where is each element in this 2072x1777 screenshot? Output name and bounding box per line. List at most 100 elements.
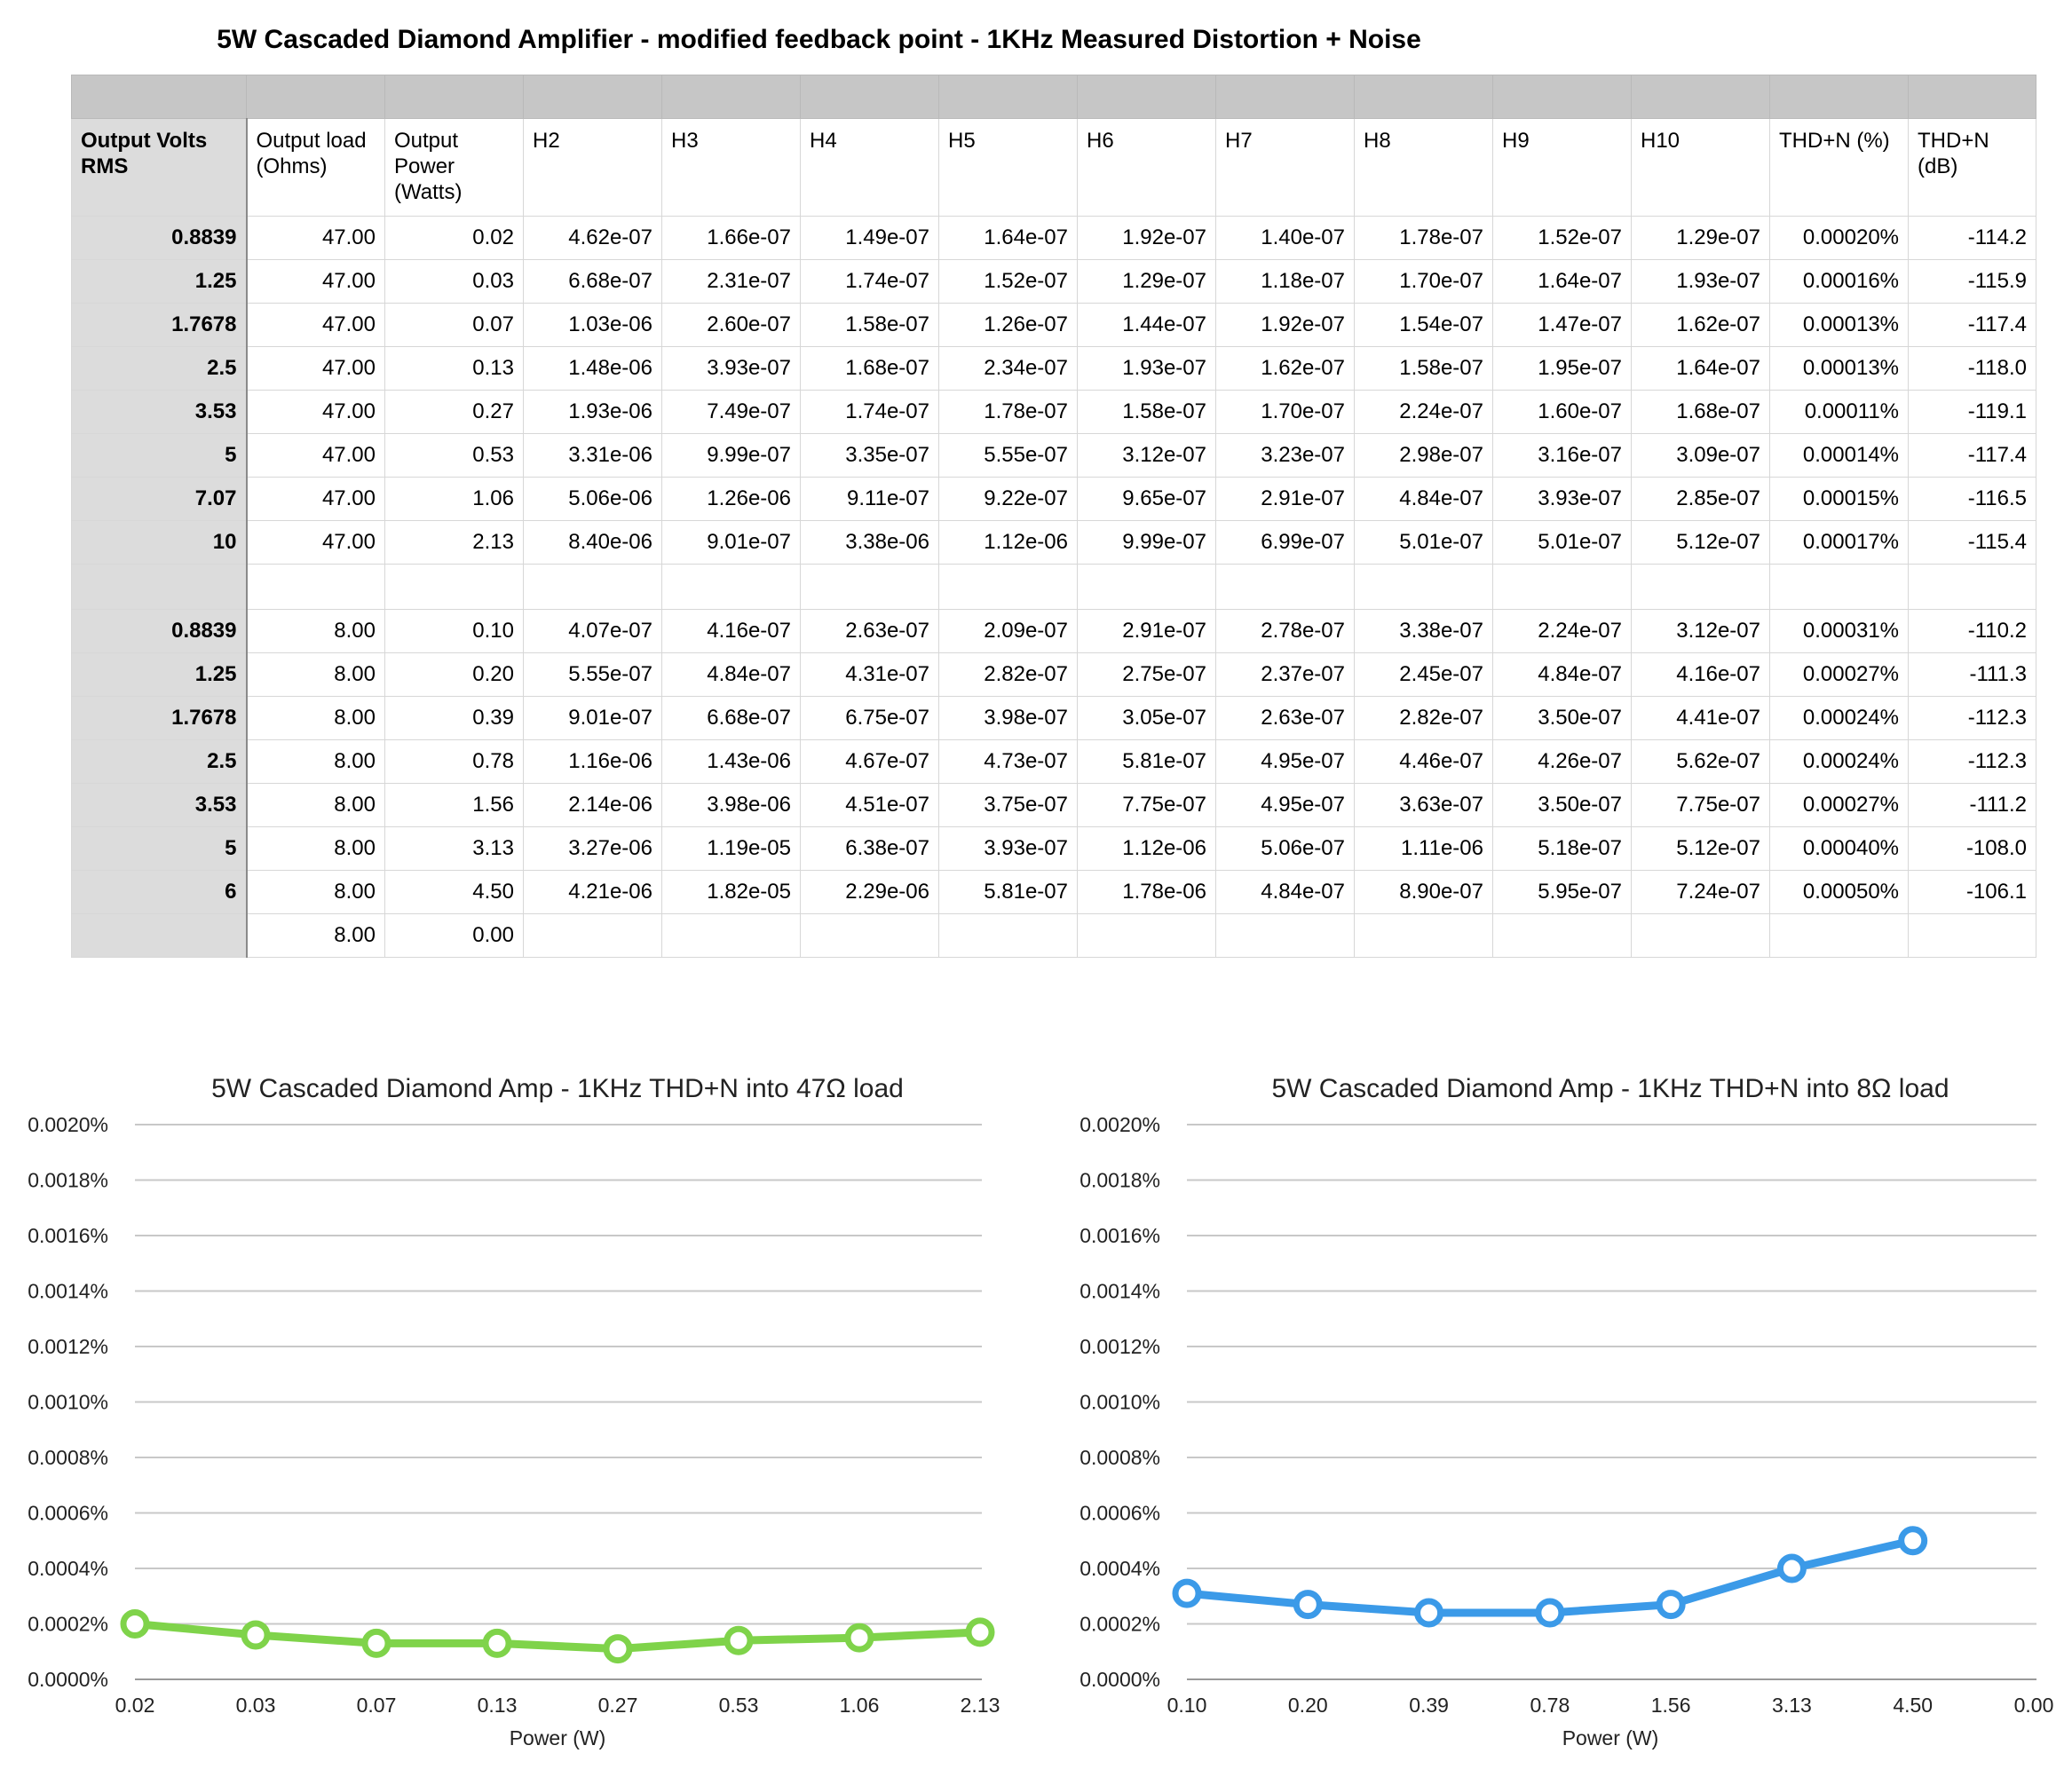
column-header: H5 [938,118,1078,217]
table-row: 6 8.00 4.50 4.21e-06 1.82e-05 2.29e-06 5.81e-0… [71,870,2036,914]
table-cell: 3.09e-07 [1631,433,1770,478]
table-cell: 9.01e-07 [661,520,801,565]
table-cell: 4.41e-07 [1631,696,1770,740]
y-tick-label: 0.0008% [28,1446,108,1469]
table-cell: 1.70e-07 [1354,259,1493,304]
table-cell: 4.84e-07 [1492,652,1632,697]
y-tick-label: 0.0010% [1079,1391,1160,1414]
y-tick-label: 0.0004% [1079,1557,1160,1580]
x-axis-label: Power (W) [510,1726,606,1749]
table-cell: 1.78e-07 [938,390,1078,434]
table-cell: 8.00 [246,870,385,914]
data-point [1535,1598,1565,1628]
band-cell [938,75,1078,119]
table-cell: 0.00016% [1769,259,1909,304]
band-cell [523,75,662,119]
x-tick-label: 1.56 [1651,1694,1691,1717]
column-header: Output load (Ohms) [246,118,385,217]
table-cell: 1.92e-07 [1077,216,1216,260]
table-cell: 3.12e-07 [1631,609,1770,653]
table-cell: 4.50 [384,870,524,914]
table-cell: 0.39 [384,696,524,740]
table-cell: 2.91e-07 [1215,477,1355,521]
table-cell: -119.1 [1908,390,2036,434]
table-cell: 0.00013% [1769,303,1909,347]
column-header: Output Volts RMS [71,118,248,217]
table-cell: 4.84e-07 [1215,870,1355,914]
table-cell: 7.49e-07 [661,390,801,434]
column-header: H7 [1215,118,1355,217]
table-cell [1354,564,1493,610]
table-cell: 1.43e-06 [661,739,801,784]
table-cell: 3.50e-07 [1492,783,1632,827]
band-cell [661,75,801,119]
y-tick-label: 0.0006% [1079,1502,1160,1525]
table-cell: 8.00 [246,739,385,784]
table-cell [1492,913,1632,958]
table-cell [1631,564,1770,610]
table-cell: 1.03e-06 [523,303,662,347]
data-point [1776,1553,1807,1584]
table-cell: 4.84e-07 [661,652,801,697]
x-tick-label: 3.13 [1772,1694,1812,1717]
x-tick-label: 0.53 [719,1694,759,1717]
table-cell: -114.2 [1908,216,2036,260]
table-cell: -106.1 [1908,870,2036,914]
table-cell [1354,913,1493,958]
table-cell: 3.75e-07 [938,783,1078,827]
table-row: 2.5 47.00 0.13 1.48e-06 3.93e-07 1.68e-07 2.34… [71,346,2036,391]
column-header: H2 [523,118,662,217]
table-cell: 1.52e-07 [938,259,1078,304]
table-cell: 2.82e-07 [1354,696,1493,740]
table-cell: 4.62e-07 [523,216,662,260]
table-cell: 8.40e-06 [523,520,662,565]
table-cell: 1.64e-07 [1492,259,1632,304]
table-cell: 1.47e-07 [1492,303,1632,347]
table-cell: 0.13 [384,346,524,391]
table-cell [1492,564,1632,610]
x-tick-label: 0.07 [357,1694,397,1717]
table-cell: 2.29e-06 [800,870,939,914]
table-cell: 1.29e-07 [1631,216,1770,260]
table-cell: 47.00 [246,259,385,304]
table-cell: 5.62e-07 [1631,739,1770,784]
table-cell: 2.14e-06 [523,783,662,827]
row-header: 1.7678 [71,303,248,347]
table-cell: 1.64e-07 [938,216,1078,260]
header-band [71,75,2036,119]
table-cell: 5.55e-07 [523,652,662,697]
table-cell: 1.68e-07 [1631,390,1770,434]
table-cell: 6.75e-07 [800,696,939,740]
table-cell [661,564,801,610]
table-cell [1077,913,1216,958]
row-header: 1.25 [71,652,248,697]
data-point [1172,1578,1202,1608]
y-tick-label: 0.0004% [28,1557,108,1580]
table-cell: 0.00027% [1769,652,1909,697]
data-point [724,1625,754,1655]
table-cell [800,564,939,610]
table-cell: -112.3 [1908,739,2036,784]
table-cell: 2.63e-07 [800,609,939,653]
table-cell: -112.3 [1908,696,2036,740]
table-cell: 3.38e-06 [800,520,939,565]
table-cell: 1.58e-07 [1077,390,1216,434]
table-cell: 9.99e-07 [661,433,801,478]
table-cell: 5.01e-07 [1492,520,1632,565]
band-cell [384,75,524,119]
table-cell: 1.40e-07 [1215,216,1355,260]
column-header: H4 [800,118,939,217]
band-cell [1908,75,2036,119]
table-cell: 4.31e-07 [800,652,939,697]
table-cell: 0.00024% [1769,739,1909,784]
table-cell: 1.26e-07 [938,303,1078,347]
table-row: 5 47.00 0.53 3.31e-06 9.99e-07 3.35e-07 5.55e-… [71,433,2036,478]
table-cell: -108.0 [1908,826,2036,871]
table-cell [1077,564,1216,610]
table-cell: 1.78e-06 [1077,870,1216,914]
row-header [71,564,248,610]
table-row: 3.53 47.00 0.27 1.93e-06 7.49e-07 1.74e-07 1.7… [71,390,2036,434]
data-point [1293,1590,1323,1620]
table-cell [800,913,939,958]
table-row: 2.5 8.00 0.78 1.16e-06 1.43e-06 4.67e-07 4.73e… [71,739,2036,784]
